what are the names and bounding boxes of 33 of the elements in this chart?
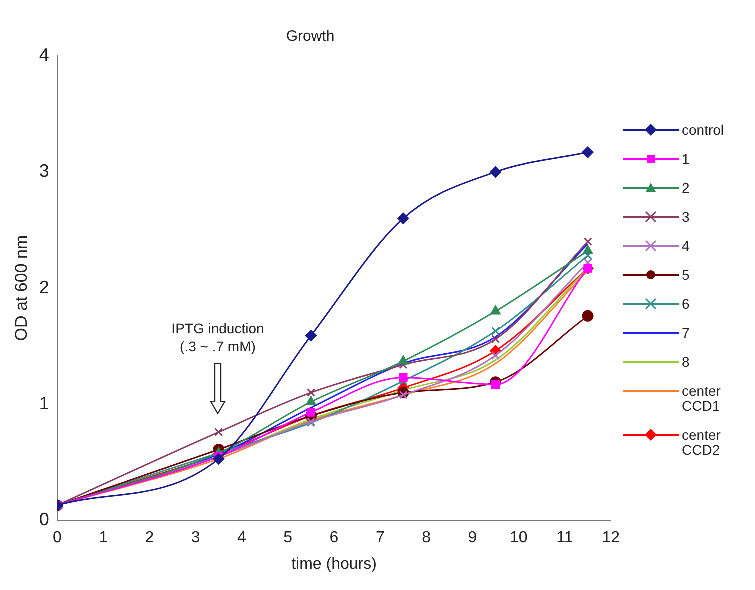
legend-label: 1 bbox=[682, 151, 691, 167]
x-tick-label: 8 bbox=[422, 530, 432, 547]
x-tick-label: 12 bbox=[602, 530, 620, 547]
legend-label: 5 bbox=[682, 267, 691, 283]
x-tick-label: 0 bbox=[52, 530, 62, 547]
y-tick-label: 0 bbox=[39, 510, 50, 530]
y-axis-title: OD at 600 nm bbox=[12, 235, 31, 342]
y-tick-label: 4 bbox=[39, 44, 50, 65]
legend-label: 8 bbox=[682, 354, 691, 370]
x-tick-label: 6 bbox=[330, 530, 339, 547]
annotation: IPTG induction (.3 ~ .7 mM) bbox=[172, 320, 264, 355]
x-tick-label: 7 bbox=[376, 530, 385, 547]
legend-label: control bbox=[682, 122, 726, 138]
x-axis-title: time (hours) bbox=[292, 556, 377, 573]
x-tick-label: 9 bbox=[468, 530, 478, 547]
legend-label: 2 bbox=[682, 180, 691, 196]
y-tick-label: 1 bbox=[39, 393, 50, 414]
x-tick-label: 4 bbox=[238, 530, 247, 547]
legend-label: 3 bbox=[682, 209, 691, 225]
legend-label: center CCD1 bbox=[682, 383, 722, 414]
x-tick-label: 2 bbox=[145, 530, 154, 547]
y-tick-label: 3 bbox=[39, 161, 50, 182]
legend-label: 4 bbox=[682, 238, 691, 254]
x-tick-label: 1 bbox=[99, 530, 108, 547]
legend-label: 6 bbox=[682, 296, 691, 312]
legend-label: center CCD2 bbox=[682, 427, 722, 458]
y-tick-label: 2 bbox=[39, 277, 50, 298]
chart-title: Growth bbox=[286, 28, 335, 46]
x-tick-label: 3 bbox=[191, 530, 200, 547]
x-tick-label: 11 bbox=[556, 530, 574, 547]
x-tick-label: 5 bbox=[284, 530, 293, 547]
x-tick-label: 10 bbox=[510, 530, 528, 547]
legend-label: 7 bbox=[682, 325, 691, 341]
